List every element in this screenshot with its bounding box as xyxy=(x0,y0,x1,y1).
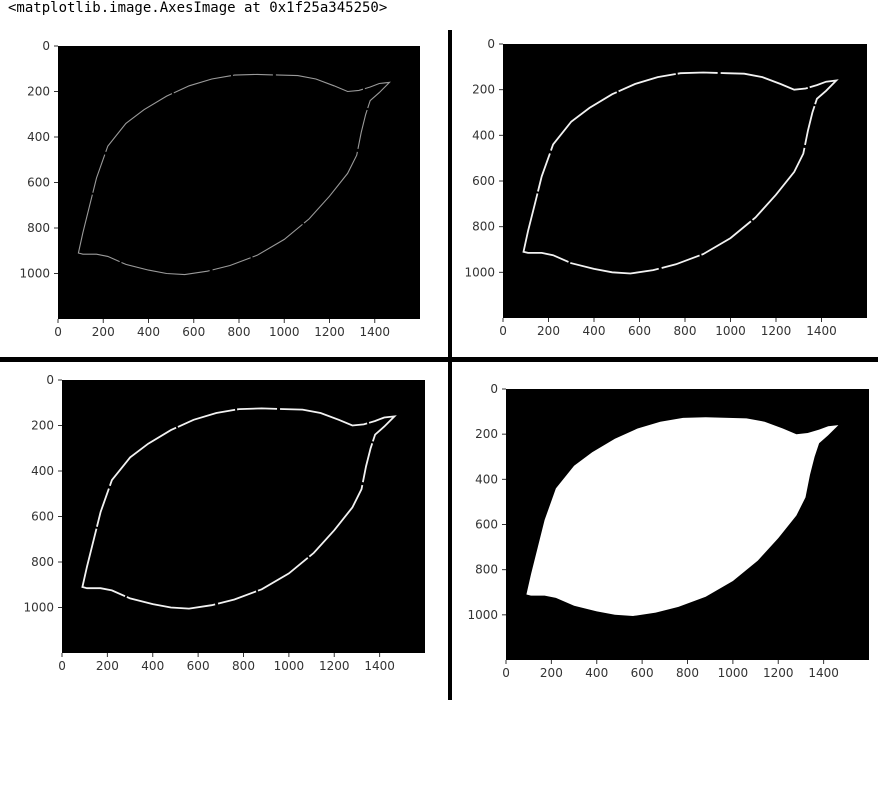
x-tick-label: 0 xyxy=(58,659,66,673)
x-tick-label: 200 xyxy=(92,325,115,339)
horizontal-divider xyxy=(0,357,878,362)
x-tick-label: 400 xyxy=(137,325,160,339)
y-tick-label: 800 xyxy=(472,220,495,234)
x-tick-label: 600 xyxy=(628,324,651,338)
x-tick-label: 800 xyxy=(676,666,699,680)
plot-svg: 0 200 400 600 800 1000 1200 1400 0 200 400 600 800 10… xyxy=(467,382,869,680)
leaf-shape xyxy=(81,407,397,610)
x-tick-label: 1000 xyxy=(718,666,749,680)
x-tick-label: 200 xyxy=(540,666,563,680)
leaf-shape xyxy=(522,71,839,275)
y-tick-label: 1000 xyxy=(464,265,495,279)
y-tick-label: 0 xyxy=(42,39,50,53)
y-tick-label: 800 xyxy=(31,555,54,569)
y-tick-label: 200 xyxy=(31,419,54,433)
x-tick-label: 400 xyxy=(141,659,164,673)
y-tick-label: 800 xyxy=(27,221,50,235)
vertical-divider xyxy=(448,30,452,700)
x-tick-label: 1400 xyxy=(808,666,839,680)
x-tick-label: 0 xyxy=(54,325,62,339)
x-tick-label: 200 xyxy=(537,324,560,338)
x-tick-label: 1200 xyxy=(763,666,794,680)
image-background xyxy=(503,44,867,318)
x-tick-label: 800 xyxy=(232,659,255,673)
x-tick-label: 200 xyxy=(96,659,119,673)
y-tick-label: 1000 xyxy=(19,267,50,281)
x-tick-label: 1400 xyxy=(806,324,837,338)
y-tick-label: 200 xyxy=(475,427,498,441)
x-tick-label: 800 xyxy=(674,324,697,338)
plot-svg: 0 200 400 600 800 1000 1200 1400 0 200 400 600 800 10… xyxy=(19,39,420,339)
x-tick-label: 600 xyxy=(182,325,205,339)
plot-svg: 0 200 400 600 800 1000 1200 1400 0 200 400 600 800 10… xyxy=(23,373,425,673)
y-tick-label: 0 xyxy=(46,373,54,387)
y-tick-label: 600 xyxy=(472,174,495,188)
y-tick-label: 400 xyxy=(27,130,50,144)
leaf-shape xyxy=(526,417,839,616)
x-tick-label: 800 xyxy=(228,325,251,339)
x-tick-label: 1000 xyxy=(274,659,305,673)
x-tick-label: 1400 xyxy=(364,659,395,673)
y-tick-label: 400 xyxy=(475,472,498,486)
x-tick-label: 0 xyxy=(499,324,507,338)
image-background xyxy=(62,380,425,653)
y-tick-label: 0 xyxy=(490,382,498,396)
y-tick-label: 0 xyxy=(487,37,495,51)
y-tick-label: 400 xyxy=(31,464,54,478)
x-tick-label: 1000 xyxy=(715,324,746,338)
image-background xyxy=(58,46,420,319)
x-tick-label: 400 xyxy=(585,666,608,680)
y-tick-label: 1000 xyxy=(23,601,54,615)
x-tick-label: 400 xyxy=(583,324,606,338)
x-tick-label: 0 xyxy=(502,666,510,680)
x-tick-label: 1000 xyxy=(269,325,300,339)
y-tick-label: 200 xyxy=(472,83,495,97)
y-tick-label: 200 xyxy=(27,85,50,99)
y-tick-label: 800 xyxy=(475,563,498,577)
x-tick-label: 1200 xyxy=(319,659,350,673)
plot-svg: 0 200 400 600 800 1000 1200 1400 0 200 400 600 800 10… xyxy=(464,37,867,338)
y-tick-label: 600 xyxy=(27,176,50,190)
y-tick-label: 600 xyxy=(475,518,498,532)
x-tick-label: 1200 xyxy=(314,325,345,339)
y-tick-label: 1000 xyxy=(467,608,498,622)
output-repr-text: <matplotlib.image.AxesImage at 0x1f25a34… xyxy=(8,0,388,16)
x-tick-label: 600 xyxy=(187,659,210,673)
leaf-shape xyxy=(77,73,391,276)
y-tick-label: 400 xyxy=(472,128,495,142)
y-tick-label: 600 xyxy=(31,510,54,524)
x-tick-label: 1200 xyxy=(761,324,792,338)
x-tick-label: 1400 xyxy=(359,325,390,339)
x-tick-label: 600 xyxy=(631,666,654,680)
